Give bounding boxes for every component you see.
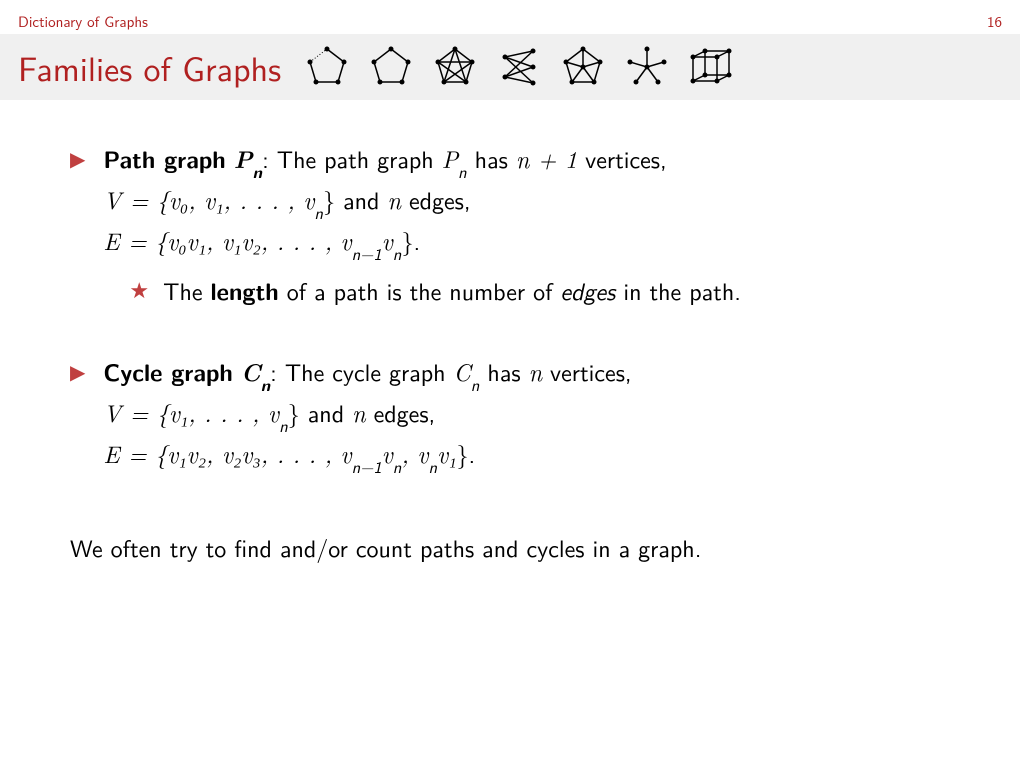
- header: Dictionary of Graphs 16: [0, 0, 1020, 34]
- triangle-bullet-icon: ▶: [70, 144, 85, 309]
- graph-icon-bipartite: [495, 45, 543, 89]
- header-left: Dictionary of Graphs: [18, 10, 148, 32]
- bullet-item: ▶ Path graph Pn: The path graph Pn has n…: [70, 140, 950, 309]
- page-number: 16: [987, 10, 1002, 32]
- graph-icon-star: [623, 45, 671, 89]
- bullet-item: ▶ Cycle graph Cn: The cycle graph Cn has…: [70, 353, 950, 476]
- closing-text: We often try to find and/or count paths …: [0, 520, 1020, 566]
- graph-icon-path: [303, 45, 351, 89]
- note-text: The length of a path is the number of ed…: [163, 273, 741, 309]
- item-body: Cycle graph Cn: The cycle graph Cn has n…: [103, 353, 631, 476]
- item-body: Path graph Pn: The path graph Pn has n +…: [103, 140, 741, 309]
- graph-icons: [303, 45, 735, 89]
- title-bar: Families of Graphs: [0, 34, 1020, 100]
- sub-note: ★ The length of a path is the number of …: [129, 273, 741, 309]
- star-icon: ★: [129, 273, 149, 309]
- graph-icon-hypercube: [687, 45, 735, 89]
- content: ▶ Path graph Pn: The path graph Pn has n…: [0, 100, 1020, 476]
- term-name: Path graph: [103, 142, 225, 176]
- graph-icon-complete: [431, 45, 479, 89]
- term-name: Cycle graph: [103, 355, 232, 389]
- page-title: Families of Graphs: [18, 42, 281, 92]
- graph-icon-wheel: [559, 45, 607, 89]
- triangle-bullet-icon: ▶: [70, 357, 85, 476]
- graph-icon-cycle: [367, 45, 415, 89]
